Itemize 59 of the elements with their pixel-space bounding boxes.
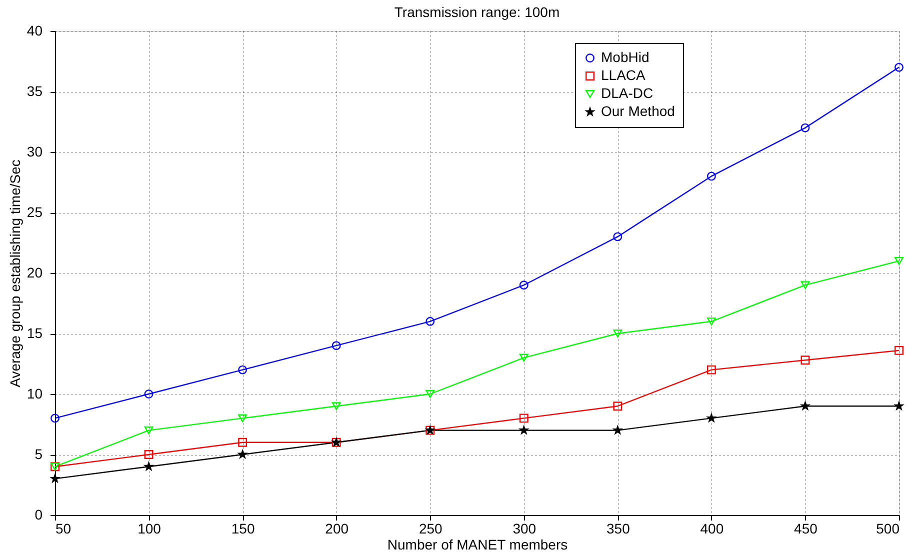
y-tick-label: 20 xyxy=(26,264,43,280)
x-tick-label: 50 xyxy=(56,520,72,536)
point xyxy=(238,438,248,447)
y-tick-label: 40 xyxy=(26,22,43,38)
x-tick-label: 200 xyxy=(325,520,349,536)
point xyxy=(50,414,60,423)
point xyxy=(144,426,154,434)
point xyxy=(144,390,154,398)
point xyxy=(613,232,622,242)
legend-label: DLA-DC xyxy=(601,85,654,101)
point xyxy=(613,330,622,338)
y-tick-label: 30 xyxy=(26,144,43,160)
x-tick-label: 250 xyxy=(418,520,443,536)
y-tick-label: 35 xyxy=(26,83,43,99)
x-tick-label: 100 xyxy=(138,520,162,536)
point xyxy=(800,402,810,410)
y-tick-label: 25 xyxy=(26,204,43,220)
point xyxy=(238,414,248,422)
point xyxy=(238,365,248,374)
y-axis-title: Average group establishing time/Sec xyxy=(6,160,23,388)
point xyxy=(50,474,60,482)
point xyxy=(800,356,810,365)
point xyxy=(706,365,716,374)
point xyxy=(613,402,622,411)
point xyxy=(519,354,528,362)
point xyxy=(894,402,904,410)
legend-label: MobHid xyxy=(601,49,650,65)
point xyxy=(800,123,810,132)
x-axis-title: Number of MANET members xyxy=(387,536,568,552)
point xyxy=(894,346,904,355)
y-tick-label: 15 xyxy=(26,325,43,341)
point xyxy=(332,402,341,410)
y-tick-label: 5 xyxy=(34,446,43,462)
chart-title: Transmission range: 100m xyxy=(394,4,560,20)
point xyxy=(613,426,622,434)
y-tick-label: 10 xyxy=(26,386,43,402)
point xyxy=(894,62,904,72)
point xyxy=(519,280,528,290)
point xyxy=(519,414,528,423)
point xyxy=(426,316,435,326)
point xyxy=(707,414,716,422)
y-tick-label: 0 xyxy=(34,506,43,522)
x-tick-label: 350 xyxy=(606,520,630,536)
point xyxy=(706,317,716,326)
point xyxy=(144,462,154,470)
point xyxy=(332,341,341,350)
point xyxy=(800,281,810,290)
x-tick-label: 500 xyxy=(876,520,900,536)
point xyxy=(894,256,904,265)
point xyxy=(706,172,716,181)
x-tick-label: 450 xyxy=(794,520,818,536)
x-tick-label: 400 xyxy=(700,520,724,536)
point xyxy=(426,390,435,398)
legend-label: Our Method xyxy=(601,103,675,119)
x-tick-label: 300 xyxy=(512,520,536,536)
legend-label: LLACA xyxy=(601,67,646,83)
point xyxy=(144,450,154,459)
x-tick-label: 150 xyxy=(231,520,255,536)
point xyxy=(520,426,528,434)
